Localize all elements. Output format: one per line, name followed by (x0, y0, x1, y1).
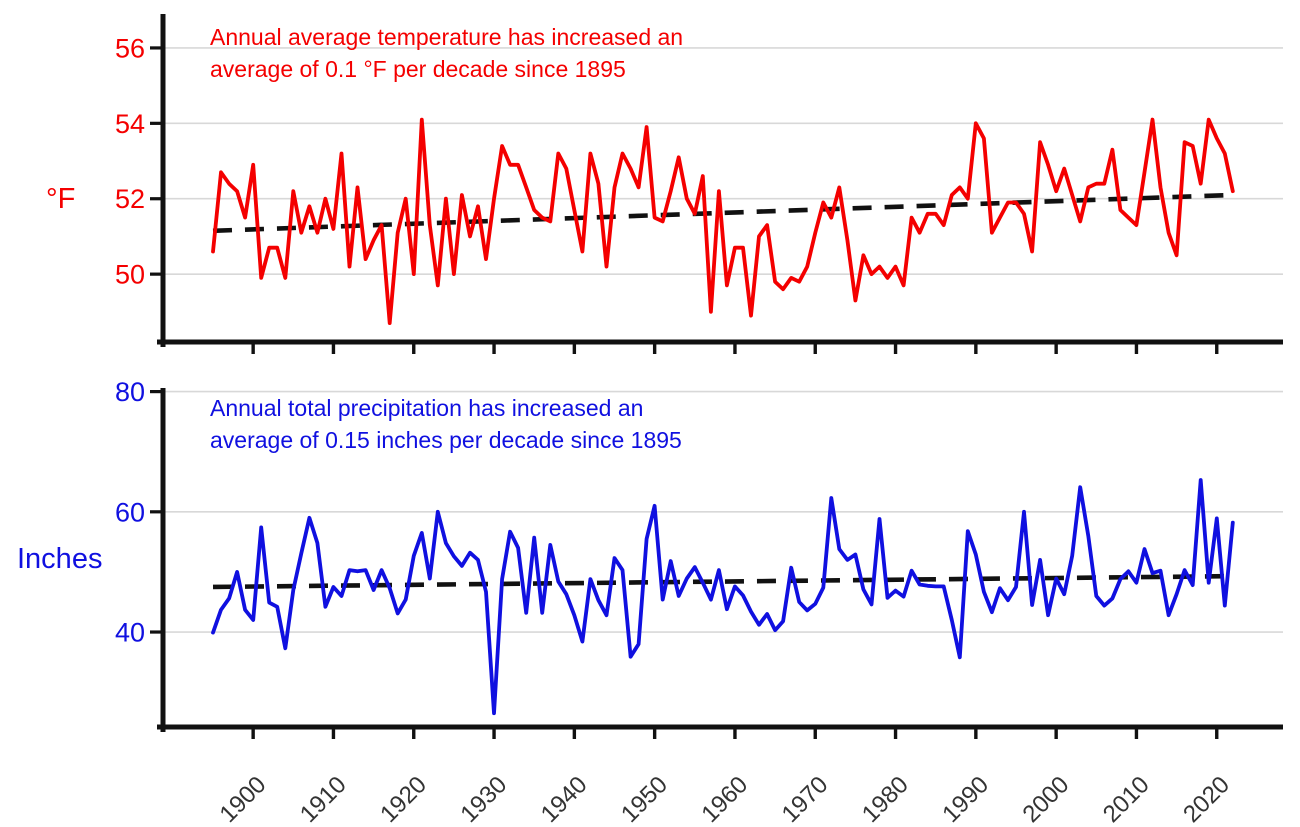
x-tick-label: 1990 (937, 771, 994, 827)
x-tick-label: 1910 (295, 771, 352, 827)
precipitation-y-tick-label: 40 (115, 618, 145, 648)
precipitation-y-tick-label: 60 (115, 497, 145, 527)
x-tick-label: 2000 (1018, 771, 1075, 827)
temperature-left-spine (160, 14, 166, 347)
precipitation-y-tick-label: 80 (115, 377, 145, 407)
x-tick-label: 1920 (375, 771, 432, 827)
precipitation-series-line (211, 478, 1235, 716)
temperature-y-tick-label: 52 (115, 184, 145, 214)
temperature-y-tick-label: 54 (115, 109, 145, 139)
x-tick-label: 2020 (1178, 771, 1235, 827)
precipitation-axis-unit-label: Inches (17, 543, 102, 575)
x-tick-label: 1940 (536, 771, 593, 827)
precipitation-annotation-line1: Annual total precipitation has increased… (210, 395, 643, 421)
temperature-y-tick-label: 56 (115, 33, 145, 63)
x-tick-label: 1930 (455, 771, 512, 827)
x-tick-label: 1950 (616, 771, 673, 827)
temperature-y-tick-label: 50 (115, 260, 145, 290)
precipitation-trend-line (212, 573, 1233, 590)
x-tick-label: 1960 (696, 771, 753, 827)
precipitation-left-spine (160, 388, 166, 732)
temperature-bottom-spine (157, 339, 1283, 345)
x-tick-label: 1970 (777, 771, 834, 827)
precipitation-annotation-line2: average of 0.15 inches per decade since … (210, 427, 682, 453)
temperature-annotation-line1: Annual average temperature has increased… (210, 24, 683, 50)
x-tick-label: 1980 (857, 771, 914, 827)
temperature-series-line (211, 117, 1235, 326)
temperature-axis-unit-label: °F (46, 183, 75, 215)
x-tick-label: 1900 (215, 771, 272, 827)
temperature-annotation-line2: average of 0.1 °F per decade since 1895 (210, 56, 626, 82)
precipitation-bottom-spine (157, 724, 1283, 730)
x-tick-label: 2010 (1098, 771, 1155, 827)
